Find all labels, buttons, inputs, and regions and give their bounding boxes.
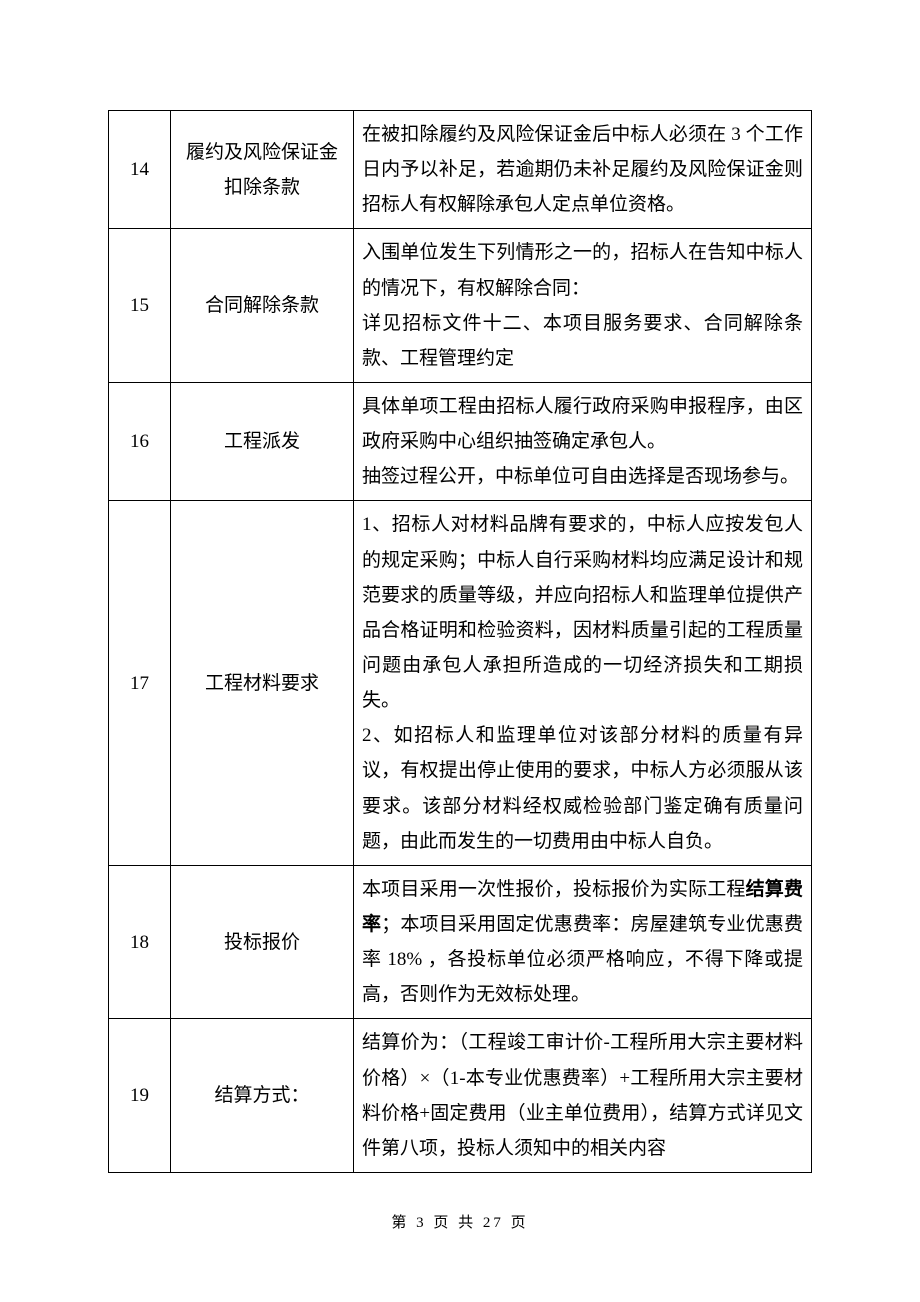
table-row: 18 投标报价 本项目采用一次性报价，投标报价为实际工程结算费率；本项目采用固定…: [109, 865, 812, 1019]
table-row: 17 工程材料要求 1、招标人对材料品牌有要求的，中标人应按发包人的规定采购；中…: [109, 501, 812, 865]
row-desc: 1、招标人对材料品牌有要求的，中标人应按发包人的规定采购；中标人自行采购材料均应…: [354, 501, 812, 865]
row-index: 17: [109, 501, 171, 865]
row-index: 18: [109, 865, 171, 1019]
row-desc: 入围单位发生下列情形之一的，招标人在告知中标人的情况下，有权解除合同：详见招标文…: [354, 229, 812, 383]
desc-part: 本项目采用一次性报价，投标报价为实际工程: [362, 879, 746, 900]
row-name: 合同解除条款: [171, 229, 354, 383]
document-page: 14 履约及风险保证金扣除条款 在被扣除履约及风险保证金后中标人必须在 3 个工…: [0, 0, 920, 1302]
row-desc: 具体单项工程由招标人履行政府采购申报程序，由区政府采购中心组织抽签确定承包人。抽…: [354, 382, 812, 500]
row-index: 15: [109, 229, 171, 383]
row-desc: 结算价为：（工程竣工审计价-工程所用大宗主要材料价格）×（1-本专业优惠费率）+…: [354, 1019, 812, 1173]
page-footer: 第 3 页 共 27 页: [0, 1211, 920, 1232]
row-name: 履约及风险保证金扣除条款: [171, 111, 354, 229]
row-index: 19: [109, 1019, 171, 1173]
row-index: 16: [109, 382, 171, 500]
table-row: 19 结算方式： 结算价为：（工程竣工审计价-工程所用大宗主要材料价格）×（1-…: [109, 1019, 812, 1173]
table-row: 15 合同解除条款 入围单位发生下列情形之一的，招标人在告知中标人的情况下，有权…: [109, 229, 812, 383]
row-desc: 在被扣除履约及风险保证金后中标人必须在 3 个工作日内予以补足，若逾期仍未补足履…: [354, 111, 812, 229]
row-name: 工程派发: [171, 382, 354, 500]
row-name: 投标报价: [171, 865, 354, 1019]
desc-part: ；本项目采用固定优惠费率：房屋建筑专业优惠费率 18% ，各投标单位必须严格响应…: [362, 914, 803, 1005]
row-index: 14: [109, 111, 171, 229]
row-name: 工程材料要求: [171, 501, 354, 865]
row-name: 结算方式：: [171, 1019, 354, 1173]
clauses-table: 14 履约及风险保证金扣除条款 在被扣除履约及风险保证金后中标人必须在 3 个工…: [108, 110, 812, 1173]
row-desc: 本项目采用一次性报价，投标报价为实际工程结算费率；本项目采用固定优惠费率：房屋建…: [354, 865, 812, 1019]
table-row: 16 工程派发 具体单项工程由招标人履行政府采购申报程序，由区政府采购中心组织抽…: [109, 382, 812, 500]
table-row: 14 履约及风险保证金扣除条款 在被扣除履约及风险保证金后中标人必须在 3 个工…: [109, 111, 812, 229]
